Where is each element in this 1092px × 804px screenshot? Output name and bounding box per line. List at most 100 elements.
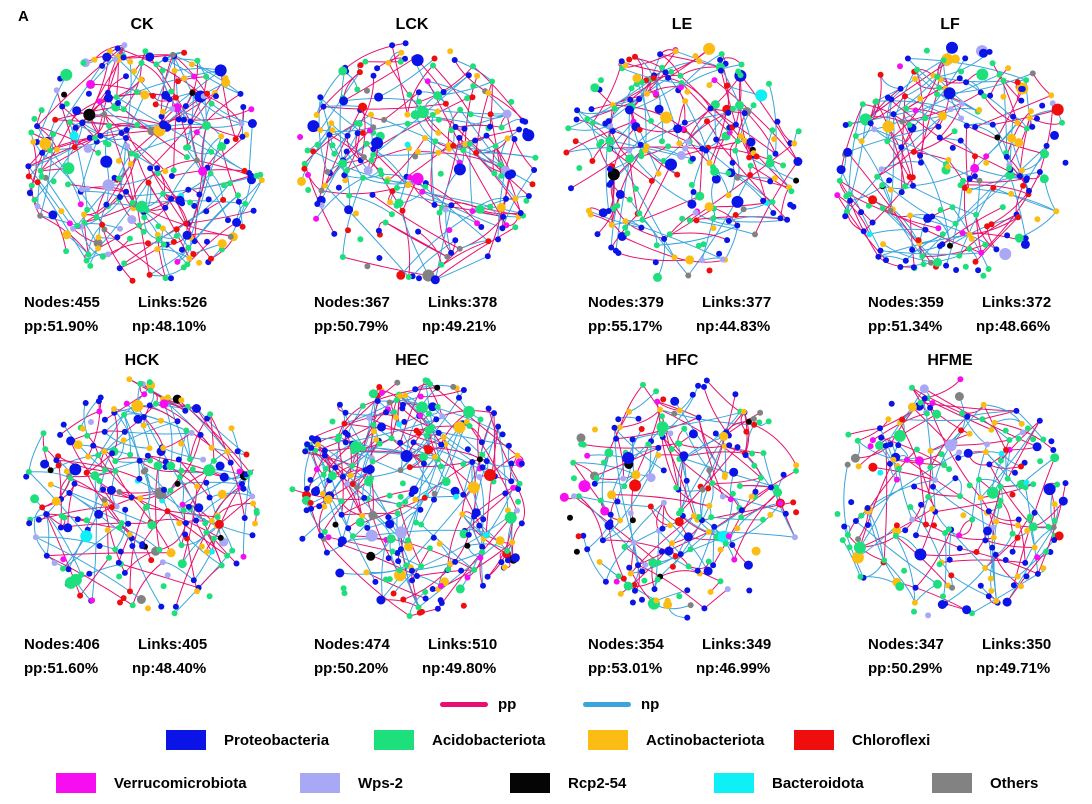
network-node [735, 100, 744, 110]
network-node [745, 418, 752, 425]
network-edge [684, 100, 710, 164]
network-node [958, 100, 965, 107]
network-edge [342, 256, 429, 276]
network-node [906, 174, 913, 180]
network-node [311, 487, 320, 497]
network-node [704, 202, 714, 212]
network-node [1040, 436, 1047, 443]
network-edge [324, 185, 410, 278]
network-node [927, 259, 934, 266]
network-node [858, 138, 865, 145]
network-plots [23, 40, 1069, 621]
network-node [394, 550, 401, 556]
network-edge [149, 56, 192, 122]
network-node [748, 493, 755, 500]
network-edge [435, 205, 452, 280]
network-node [709, 480, 716, 487]
network-node [617, 232, 627, 241]
network-node [913, 446, 920, 453]
network-node [868, 195, 878, 205]
network-edge [434, 204, 504, 218]
network-edge [147, 241, 174, 244]
network-node [154, 246, 161, 253]
network-edge [678, 489, 703, 492]
network-node [1023, 125, 1030, 132]
network-node [470, 63, 476, 70]
network-node [615, 189, 625, 199]
network-node [101, 428, 108, 435]
network-edge [126, 61, 132, 131]
network-node [923, 410, 930, 417]
network-node [131, 400, 144, 412]
network-node [397, 439, 404, 446]
network-node [576, 165, 583, 171]
network-node [655, 170, 662, 177]
network-edge [417, 231, 442, 265]
network-node [159, 67, 166, 74]
network-node [399, 480, 406, 487]
network-node [372, 578, 379, 585]
network-node [957, 182, 964, 189]
network-node [178, 440, 185, 447]
network-node [73, 440, 83, 450]
network-node [147, 457, 154, 464]
network-node [62, 230, 72, 240]
network-node [101, 496, 108, 503]
network-node [638, 426, 645, 432]
network-node [632, 587, 638, 594]
network-node [788, 188, 795, 195]
network-node [498, 172, 505, 179]
network-node [102, 179, 115, 192]
network-edge [570, 150, 630, 189]
network-edge [875, 101, 906, 187]
network-node [38, 107, 45, 114]
stat-nodes-lck: Nodes:367 [314, 294, 390, 311]
network-node [388, 435, 395, 442]
network-node [433, 416, 440, 423]
network-node [368, 389, 378, 399]
network-node [193, 517, 199, 524]
network-node [1051, 501, 1058, 508]
network-edge [683, 411, 741, 460]
network-node [917, 399, 924, 406]
network-node [909, 384, 915, 391]
network-edge [625, 220, 724, 260]
network-node [432, 276, 439, 283]
network-edge [420, 107, 508, 115]
network-node [91, 56, 98, 63]
network-node [738, 507, 745, 514]
network-edge [248, 123, 253, 174]
network-node [47, 481, 54, 488]
network-node [485, 238, 492, 245]
network-edge [714, 79, 799, 162]
network-node [751, 421, 758, 428]
network-node [695, 242, 702, 249]
network-edge [398, 504, 422, 567]
network-edge [105, 163, 132, 205]
network-node [691, 512, 697, 519]
network-node [662, 69, 669, 76]
network-node [693, 217, 700, 224]
network-node [1010, 582, 1017, 589]
network-node [659, 64, 665, 71]
network-node [79, 425, 86, 432]
network-node [636, 126, 643, 133]
network-edge [969, 216, 1019, 235]
network-node [96, 543, 103, 549]
network-node [681, 425, 688, 432]
network-node [843, 147, 853, 157]
network-node [462, 141, 469, 147]
network-node [883, 257, 889, 264]
network-node [890, 111, 897, 118]
network-node [1045, 523, 1052, 530]
network-node [879, 205, 886, 212]
network-node [660, 467, 667, 474]
network-edge [158, 238, 188, 265]
network-node [766, 154, 773, 161]
network-edge [165, 58, 198, 62]
network-node [568, 185, 574, 192]
network-edge [935, 500, 1001, 513]
network-node [668, 446, 675, 453]
network-edge [965, 125, 970, 191]
network-edge [619, 409, 661, 428]
